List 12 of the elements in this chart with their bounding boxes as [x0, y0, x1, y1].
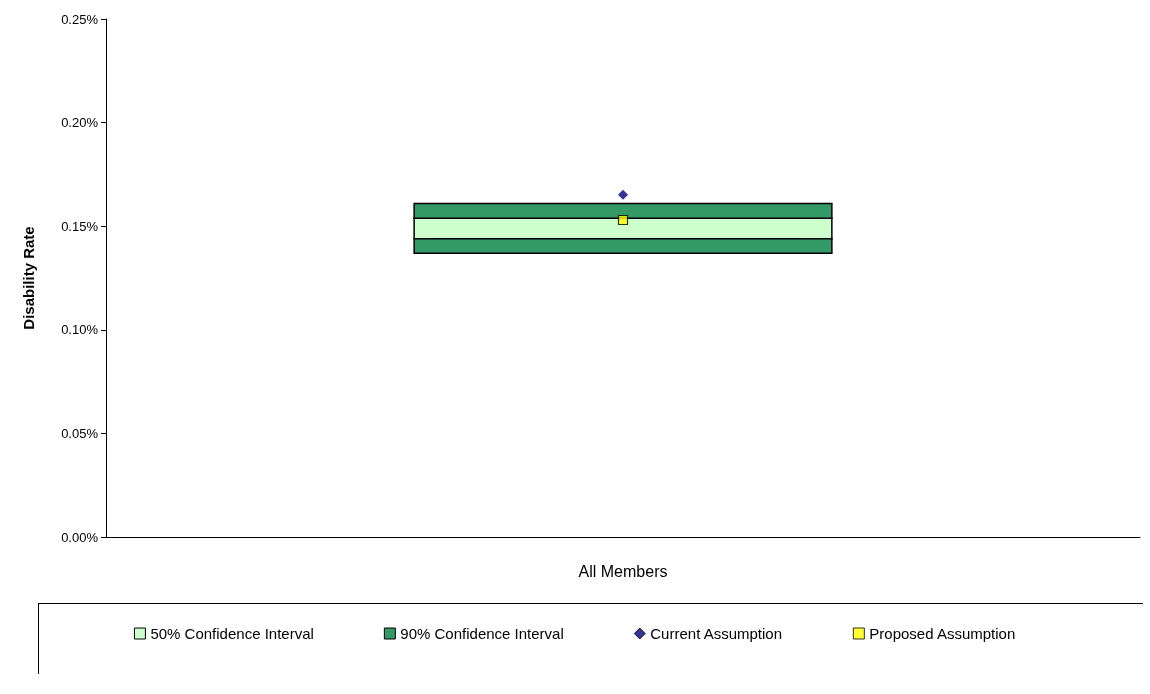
legend-label: 90% Confidence Interval: [400, 625, 564, 642]
y-tick-label: 0.25%: [61, 11, 99, 27]
y-tick-label: 0.10%: [61, 322, 99, 338]
y-tick-label: 0.15%: [61, 218, 99, 234]
x-tick-label: All Members: [578, 562, 668, 580]
legend-label: Proposed Assumption: [869, 625, 1016, 642]
y-axis-title: Disability Rate: [20, 226, 37, 330]
y-tick-label: 0.00%: [61, 529, 99, 545]
y-tick-label: 0.05%: [61, 425, 99, 441]
y-tick-label: 0.20%: [61, 115, 99, 131]
legend-label: Current Assumption: [650, 625, 783, 642]
legend-label: 50% Confidence Interval: [150, 625, 314, 642]
